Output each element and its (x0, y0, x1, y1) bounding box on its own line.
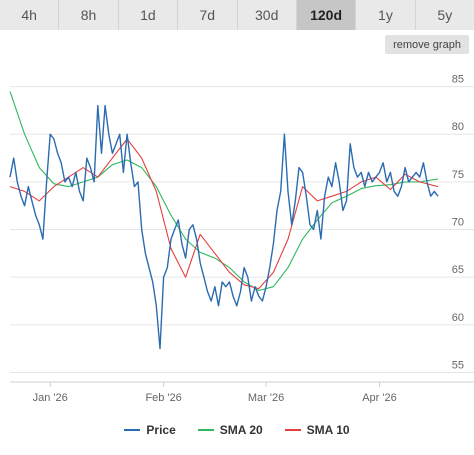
legend-label-sma20: SMA 20 (219, 423, 263, 437)
x-tick-label: Jan '26 (33, 392, 68, 403)
range-tab-30d[interactable]: 30d (237, 0, 297, 30)
legend-label-price: Price (146, 423, 176, 437)
x-tick-label: Mar '26 (248, 392, 284, 403)
range-tab-1y[interactable]: 1y (356, 0, 416, 30)
range-tab-1d[interactable]: 1d (118, 0, 179, 30)
price-chart: 55 60 65 70 75 80 85 Jan '26 Feb '26 Mar '26 Apr '… (9, 74, 474, 403)
range-tab-120d[interactable]: 120d (296, 0, 357, 30)
legend-swatch-sma20 (197, 429, 214, 431)
series-line-sma20 (9, 91, 439, 292)
legend-item-price[interactable]: Price (124, 423, 176, 437)
y-tick-label: 75 (452, 169, 464, 181)
legend-swatch-price (124, 429, 141, 431)
legend-item-sma20[interactable]: SMA 20 (197, 423, 263, 437)
range-tab-4h[interactable]: 4h (0, 0, 60, 30)
range-tab-8h[interactable]: 8h (59, 0, 119, 30)
chart-legend: Price SMA 20 SMA 10 (0, 421, 474, 439)
y-tick-label: 60 (452, 312, 464, 324)
y-tick-label: 70 (452, 217, 464, 229)
series-line-price (9, 104, 439, 350)
remove-graph-button[interactable]: remove graph (385, 35, 469, 54)
legend-swatch-sma10 (284, 429, 301, 431)
y-tick-label: 55 (452, 359, 464, 371)
series-line-sma10 (9, 138, 439, 290)
range-tab-5y[interactable]: 5y (415, 0, 474, 30)
y-tick-label: 80 (452, 121, 464, 133)
x-tick-label: Feb '26 (145, 392, 181, 403)
range-tab-7d[interactable]: 7d (178, 0, 238, 30)
x-tick-label: Apr '26 (362, 392, 397, 403)
legend-label-sma10: SMA 10 (306, 423, 350, 437)
time-range-selector: 4h 8h 1d 7d 30d 120d 1y 5y (0, 0, 474, 30)
y-tick-label: 65 (452, 264, 464, 276)
y-tick-label: 85 (452, 74, 464, 86)
legend-item-sma10[interactable]: SMA 10 (284, 423, 350, 437)
